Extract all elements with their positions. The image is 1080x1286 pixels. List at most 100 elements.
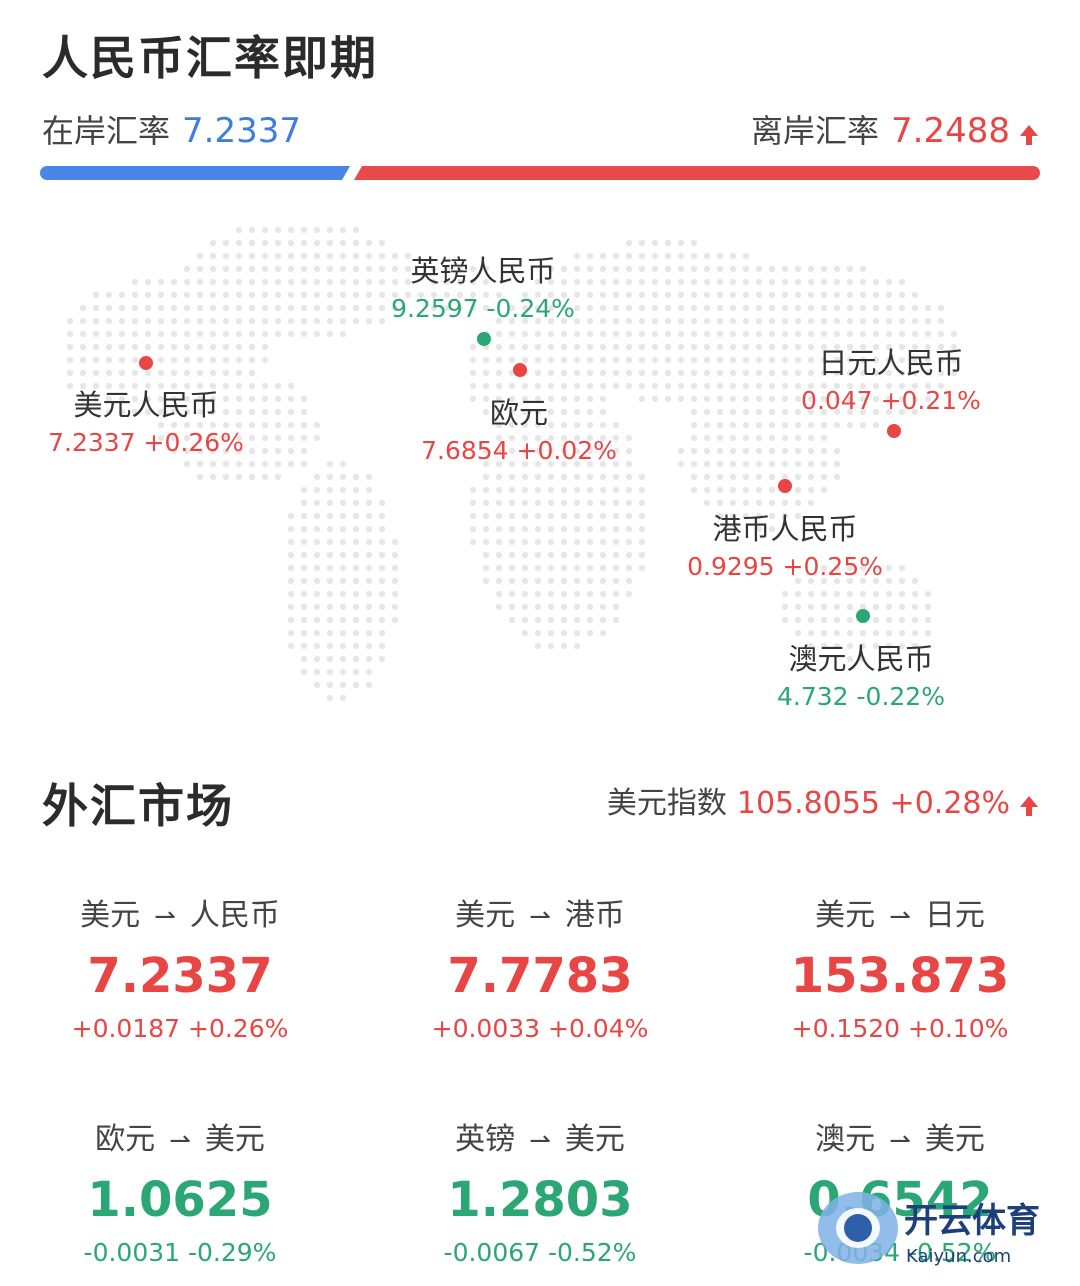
map-dot (820, 473, 828, 481)
map-dot (508, 460, 516, 468)
map-dot (339, 226, 347, 234)
map-dot (820, 434, 828, 442)
map-dot (534, 304, 542, 312)
map-dot (365, 304, 373, 312)
map-dot (690, 291, 698, 299)
map-dot (755, 473, 763, 481)
map-dot (794, 343, 802, 351)
map-dot (79, 317, 87, 325)
map-dot (911, 330, 919, 338)
map-dot (742, 473, 750, 481)
map-dot (599, 447, 607, 455)
map-dot (222, 460, 230, 468)
map-dot (547, 590, 555, 598)
map-dot (859, 642, 867, 650)
pair-card-usd-cny[interactable]: 美元 ⇀ 人民币 7.2337 +0.0187 +0.26% (0, 890, 360, 1043)
map-dot (352, 616, 360, 624)
map-dot (820, 564, 828, 572)
map-dot (729, 252, 737, 260)
map-dot (612, 577, 620, 585)
map-dot (794, 291, 802, 299)
map-dot (742, 278, 750, 286)
map-dot (833, 577, 841, 585)
map-dot (560, 460, 568, 468)
map-dot (274, 473, 282, 481)
map-dot (599, 304, 607, 312)
map-dot (872, 395, 880, 403)
map-dot (911, 629, 919, 637)
pin-aud[interactable] (856, 609, 870, 623)
pair-change: +0.0187 +0.26% (71, 1014, 289, 1043)
map-dot (326, 642, 334, 650)
map-dot (729, 304, 737, 312)
map-dot (859, 304, 867, 312)
map-dot (755, 408, 763, 416)
map-dot (586, 395, 594, 403)
map-dot (261, 304, 269, 312)
map-dot (235, 447, 243, 455)
map-dot (287, 304, 295, 312)
pair-card-usd-jpy[interactable]: 美元 ⇀ 日元 153.873 +0.1520 +0.10% (720, 890, 1080, 1043)
pin-jpy[interactable] (887, 424, 901, 438)
pair-card-usd-hkd[interactable]: 美元 ⇀ 港币 7.7783 +0.0033 +0.04% (360, 890, 720, 1043)
map-dot (573, 512, 581, 520)
map-dot (508, 330, 516, 338)
map-dot (794, 278, 802, 286)
map-dot (755, 499, 763, 507)
map-dot (794, 473, 802, 481)
pair-card-gbp-usd[interactable]: 英镑 ⇀ 美元 1.2803 -0.0067 -0.52% (360, 1114, 720, 1267)
map-dot (833, 564, 841, 572)
arrow-right-icon: ⇀ (889, 902, 911, 932)
map-dot (586, 330, 594, 338)
map-dot (807, 434, 815, 442)
map-dot (820, 421, 828, 429)
map-dot (911, 356, 919, 364)
map-dot (560, 304, 568, 312)
map-dot (79, 330, 87, 338)
map-dot (209, 317, 217, 325)
map-dot (885, 382, 893, 390)
map-dot (378, 239, 386, 247)
map-dot (690, 460, 698, 468)
map-dot (547, 395, 555, 403)
map-dot (534, 603, 542, 611)
map-dot (742, 265, 750, 273)
map-dot (846, 369, 854, 377)
map-dot (755, 382, 763, 390)
map-dot (508, 486, 516, 494)
map-dot (209, 356, 217, 364)
map-dot (326, 252, 334, 260)
map-dot (313, 226, 321, 234)
map-dot (638, 239, 646, 247)
map-dot (846, 564, 854, 572)
pin-name: 欧元 (489, 396, 548, 430)
map-dot (859, 330, 867, 338)
offshore-value: 7.2488 (891, 111, 1010, 151)
map-dot (599, 265, 607, 273)
dollar-index[interactable]: 美元指数 105.8055 +0.28% (607, 778, 1038, 822)
map-dot (326, 499, 334, 507)
pin-usd[interactable] (139, 356, 153, 370)
map-dot (339, 564, 347, 572)
map-dot (820, 330, 828, 338)
map-dot (690, 395, 698, 403)
arrow-right-icon: ⇀ (529, 902, 551, 932)
map-dot (534, 538, 542, 546)
pin-gbp[interactable] (477, 332, 491, 346)
map-dot (482, 577, 490, 585)
pin-eur[interactable] (513, 363, 527, 377)
map-dot (196, 447, 204, 455)
map-dot (261, 265, 269, 273)
map-dot (781, 395, 789, 403)
map-dot (573, 343, 581, 351)
map-dot (742, 395, 750, 403)
pair-card-eur-usd[interactable]: 欧元 ⇀ 美元 1.0625 -0.0031 -0.29% (0, 1114, 360, 1267)
map-dot (573, 252, 581, 260)
map-dot (339, 629, 347, 637)
map-dot (495, 343, 503, 351)
map-dot (235, 395, 243, 403)
map-dot (495, 473, 503, 481)
map-dot (885, 564, 893, 572)
pin-hkd[interactable] (778, 479, 792, 493)
map-dot (274, 382, 282, 390)
